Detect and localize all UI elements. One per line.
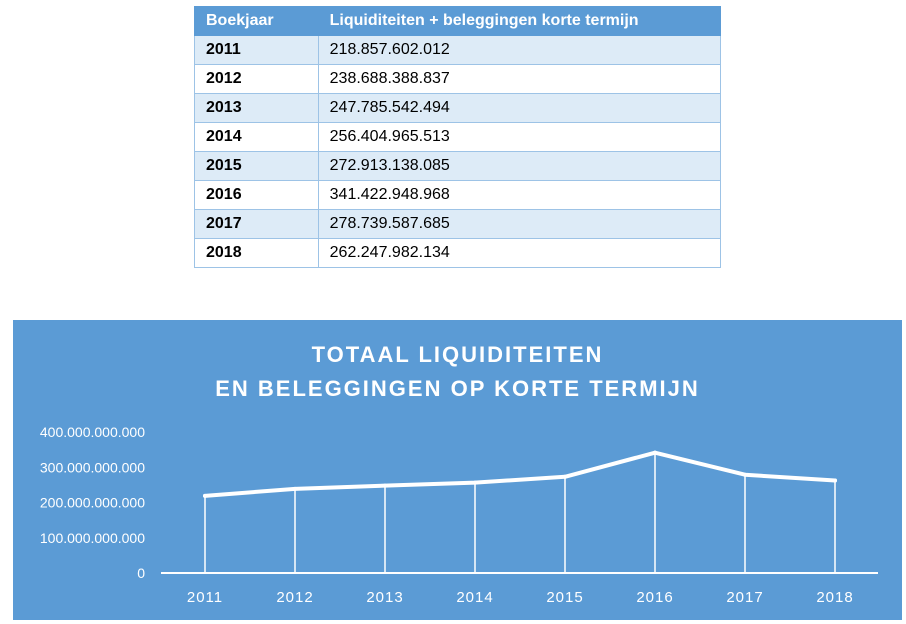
cell-year: 2017 — [194, 209, 319, 239]
table-header-row: Boekjaar Liquiditeiten + beleggingen kor… — [194, 6, 722, 36]
cell-value: 272.913.138.085 — [317, 151, 722, 181]
y-tick-label: 400.000.000.000 — [40, 424, 145, 440]
x-tick-label: 2012 — [276, 589, 313, 606]
series-line — [203, 450, 837, 498]
data-point-2014 — [473, 480, 477, 485]
chart-title-line-1: TOTAAL LIQUIDITEITEN — [311, 342, 604, 367]
cell-value: 238.688.388.837 — [317, 64, 722, 94]
cell-year: 2011 — [194, 35, 319, 65]
x-tick-label: 2017 — [726, 589, 763, 606]
table-row: 2017 278.739.587.685 — [194, 209, 722, 239]
y-tick-label: 300.000.000.000 — [40, 459, 145, 475]
x-tick-label: 2018 — [816, 589, 853, 606]
table-row: 2012 238.688.388.837 — [194, 64, 722, 94]
cell-year: 2018 — [194, 238, 319, 268]
data-table: Boekjaar Liquiditeiten + beleggingen kor… — [194, 6, 722, 268]
data-point-2017 — [743, 472, 747, 477]
table-row: 2014 256.404.965.513 — [194, 122, 722, 152]
data-point-2015 — [563, 474, 567, 479]
line-chart: 0 100.000.000.000 200.000.000.000 300.000.0… — [40, 424, 878, 606]
x-tick-label: 2011 — [187, 589, 223, 606]
data-point-2012 — [293, 486, 297, 491]
cell-value: 247.785.542.494 — [317, 93, 722, 123]
chart-panel: TOTAAL LIQUIDITEITEN EN BELEGGINGEN OP K… — [13, 320, 902, 620]
cell-value: 278.739.587.685 — [317, 209, 722, 239]
cell-value: 341.422.948.968 — [317, 180, 722, 210]
y-tick-label: 0 — [137, 565, 145, 581]
table-row: 2016 341.422.948.968 — [194, 180, 722, 210]
data-point-2013 — [383, 483, 387, 488]
header-liquiditeiten: Liquiditeiten + beleggingen korte termij… — [317, 6, 722, 36]
table-row: 2011 218.857.602.012 — [194, 35, 722, 65]
cell-year: 2015 — [194, 151, 319, 181]
chart-title-line-2: EN BELEGGINGEN OP KORTE TERMIJN — [215, 376, 700, 401]
cell-value: 256.404.965.513 — [317, 122, 722, 152]
cell-year: 2013 — [194, 93, 319, 123]
table-row: 2015 272.913.138.085 — [194, 151, 722, 181]
table-row: 2013 247.785.542.494 — [194, 93, 722, 123]
data-point-2016 — [653, 450, 657, 455]
cell-value: 218.857.602.012 — [317, 35, 722, 65]
cell-value: 262.247.982.134 — [317, 238, 722, 268]
cell-year: 2012 — [194, 64, 319, 94]
data-point-2011 — [203, 493, 207, 498]
cell-year: 2014 — [194, 122, 319, 152]
y-tick-label: 200.000.000.000 — [40, 495, 145, 511]
data-point-2018 — [833, 478, 837, 483]
x-tick-label: 2016 — [636, 589, 673, 606]
table-row: 2018 262.247.982.134 — [194, 238, 722, 268]
x-tick-label: 2014 — [456, 589, 493, 606]
header-boekjaar: Boekjaar — [194, 6, 319, 36]
cell-year: 2016 — [194, 180, 319, 210]
x-tick-label: 2013 — [366, 589, 403, 606]
y-tick-label: 100.000.000.000 — [40, 530, 145, 546]
x-tick-label: 2015 — [546, 589, 583, 606]
